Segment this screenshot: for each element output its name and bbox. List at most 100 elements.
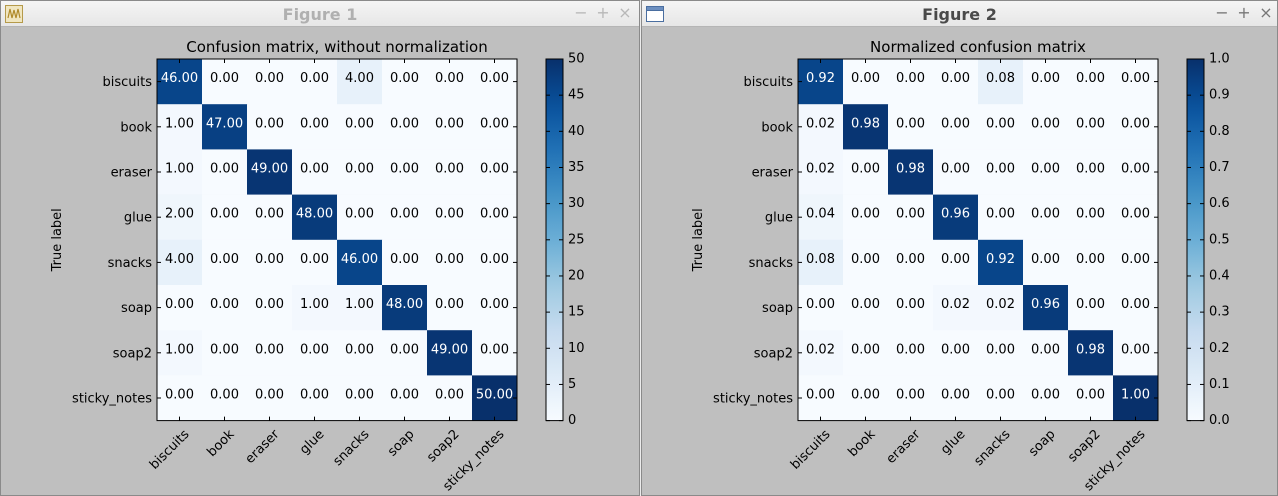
chart-title: Normalized confusion matrix [870, 38, 1086, 56]
cell-value-label: 0.00 [1031, 71, 1060, 86]
cell-value-label: 0.00 [390, 116, 419, 131]
heatmap-cell [157, 149, 203, 195]
heatmap-cell [382, 194, 428, 241]
colorbar-tick-label: 0 [568, 413, 576, 428]
heatmap-cell [337, 239, 383, 286]
colorbar-tick-label: 0.6 [1209, 196, 1230, 211]
colorbar-tick-label: 35 [568, 160, 585, 175]
minimize-button[interactable]: − [574, 3, 588, 22]
x-tick-label: biscuits [147, 427, 193, 473]
heatmap-cell [978, 239, 1024, 286]
cell-value-label: 1.00 [165, 162, 194, 177]
colorbar-tick-label: 40 [568, 124, 585, 139]
maximize-button[interactable]: + [1237, 3, 1251, 22]
cell-value-label: 48.00 [386, 297, 423, 312]
heatmap-cell [1023, 375, 1069, 421]
colorbar-tick-label: 0.9 [1209, 88, 1230, 103]
cell-value-label: 0.00 [896, 116, 925, 131]
heatmap-cell [1023, 194, 1069, 241]
heatmap-cell [978, 375, 1024, 421]
heatmap-cell [1023, 285, 1069, 331]
figure-1-titlebar[interactable]: Figure 1 − + × [1, 1, 639, 27]
cell-value-label: 0.00 [1076, 388, 1105, 403]
cell-value-label: 0.98 [851, 116, 880, 131]
colorbar-tick-label: 25 [568, 232, 585, 247]
cell-value-label: 0.00 [896, 252, 925, 267]
heatmap-cell [1068, 285, 1114, 331]
cell-value-label: 0.00 [851, 342, 880, 357]
heatmap-cell [427, 330, 473, 376]
cell-value-label: 1.00 [300, 297, 329, 312]
x-tick-label: soap2 [1065, 427, 1103, 465]
cell-value-label: 0.92 [986, 252, 1015, 267]
figure-2-titlebar[interactable]: Figure 2 − + × [642, 1, 1277, 27]
cell-value-label: 0.00 [390, 252, 419, 267]
heatmap-cell [247, 285, 293, 331]
cell-value-label: 46.00 [341, 252, 378, 267]
heatmap-cell [888, 104, 934, 150]
heatmap-cell [337, 330, 383, 376]
cell-value-label: 0.00 [941, 342, 970, 357]
figure-1-canvas: Confusion matrix, without normalization 4… [50, 38, 585, 494]
close-button[interactable]: × [618, 3, 632, 22]
cell-value-label: 0.00 [255, 388, 284, 403]
y-tick-label: soap [762, 301, 793, 316]
cell-value-label: 0.00 [1121, 297, 1150, 312]
y-tick-label: biscuits [102, 75, 152, 90]
cell-value-label: 1.00 [165, 116, 194, 131]
cell-value-label: 0.00 [480, 342, 509, 357]
cell-value-label: 0.00 [986, 207, 1015, 222]
cell-value-label: 0.00 [435, 162, 464, 177]
heatmap-cell [843, 239, 889, 286]
cell-value-label: 4.00 [165, 252, 194, 267]
heatmap-cell [1113, 285, 1159, 331]
cell-value-label: 0.00 [896, 71, 925, 86]
heatmap-cell [202, 149, 248, 195]
heatmap-cell [202, 375, 248, 421]
cell-value-label: 0.02 [941, 297, 970, 312]
heatmap-cell [292, 239, 338, 286]
heatmap-cell [247, 194, 293, 241]
heatmap-cell [1023, 104, 1069, 150]
y-tick-label: biscuits [743, 75, 793, 90]
heatmap-cell [798, 104, 844, 150]
heatmap-cell [337, 194, 383, 241]
axes-frame [797, 58, 1159, 422]
cell-value-label: 0.00 [480, 297, 509, 312]
y-tick-label: sticky_notes [713, 392, 793, 407]
heatmap-cell [1023, 239, 1069, 286]
heatmap-cell [888, 239, 934, 286]
cell-value-label: 0.00 [986, 116, 1015, 131]
colorbar-tick-label: 0.0 [1209, 413, 1230, 428]
heatmap-cell [472, 104, 518, 150]
minimize-button[interactable]: − [1215, 3, 1229, 22]
heatmap-cell [978, 330, 1024, 376]
y-tick-label: glue [765, 211, 793, 226]
heatmap-cell [888, 149, 934, 195]
heatmap-cell [157, 330, 203, 376]
cell-value-label: 0.00 [896, 388, 925, 403]
cell-value-label: 0.00 [1076, 162, 1105, 177]
heatmap-cell [247, 59, 293, 105]
heatmap-cell [382, 330, 428, 376]
figure-2-window: Figure 2 − + × Normalized confusion matr… [641, 0, 1278, 496]
maximize-button[interactable]: + [596, 3, 610, 22]
heatmap-cell [1068, 104, 1114, 150]
colorbar-tick-label: 45 [568, 88, 585, 103]
cell-value-label: 0.00 [165, 297, 194, 312]
colorbar-tick-label: 5 [568, 377, 576, 392]
colorbar-tick-label: 50 [568, 52, 585, 67]
heatmap-cell [978, 59, 1024, 105]
heatmap-cell [157, 239, 203, 286]
figure-1-window-title: Figure 1 [282, 5, 358, 24]
colorbar-tick-label: 10 [568, 341, 585, 356]
heatmap-cell [933, 59, 979, 105]
cell-value-label: 0.00 [435, 388, 464, 403]
heatmap-cell [247, 375, 293, 421]
close-button[interactable]: × [1259, 3, 1273, 22]
cell-value-label: 0.00 [255, 207, 284, 222]
cell-value-label: 0.00 [941, 116, 970, 131]
heatmap-cell [798, 194, 844, 241]
matplotlib-app-icon [5, 5, 23, 23]
heatmap-cell [337, 149, 383, 195]
